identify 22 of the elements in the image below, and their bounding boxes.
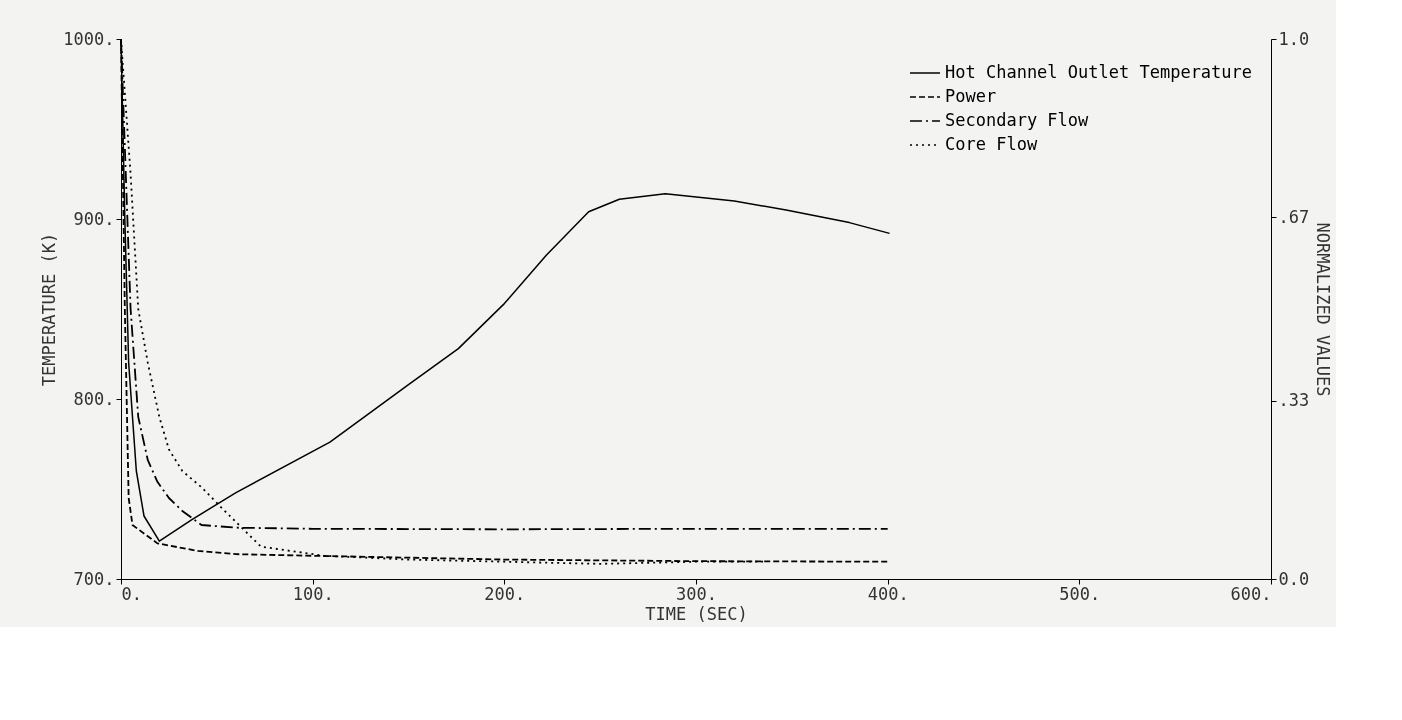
legend-label: Hot Channel Outlet Temperature — [945, 62, 1253, 82]
x-tick-label: 100. — [292, 583, 334, 604]
x-axis-title: TIME (SEC) — [645, 603, 748, 624]
y-tick-label: 700. — [73, 568, 115, 589]
y2-tick-label: 0.0 — [1278, 568, 1310, 589]
legend-label: Secondary Flow — [945, 110, 1090, 130]
x-tick-label: 400. — [867, 583, 909, 604]
y2-tick-label: .33 — [1278, 390, 1310, 411]
y-axis-title: TEMPERATURE (K) — [39, 232, 60, 387]
legend-label: Power — [945, 86, 997, 106]
x-tick-label: 200. — [484, 583, 526, 604]
y2-tick-label: 1.0 — [1278, 28, 1310, 49]
y-tick-label: 1000. — [63, 28, 115, 49]
legend-label: Core Flow — [945, 134, 1038, 154]
x-tick-label: 600. — [1230, 583, 1272, 604]
x-tick-label: 500. — [1059, 583, 1101, 604]
y2-tick-label: .67 — [1278, 206, 1310, 227]
y-tick-label: 800. — [73, 388, 115, 409]
y-tick-label: 900. — [73, 208, 115, 229]
x-tick-label: 300. — [676, 583, 717, 604]
y2-axis-title: NORMALIZED VALUES — [1313, 222, 1334, 397]
x-tick-label: 0. — [121, 583, 142, 604]
